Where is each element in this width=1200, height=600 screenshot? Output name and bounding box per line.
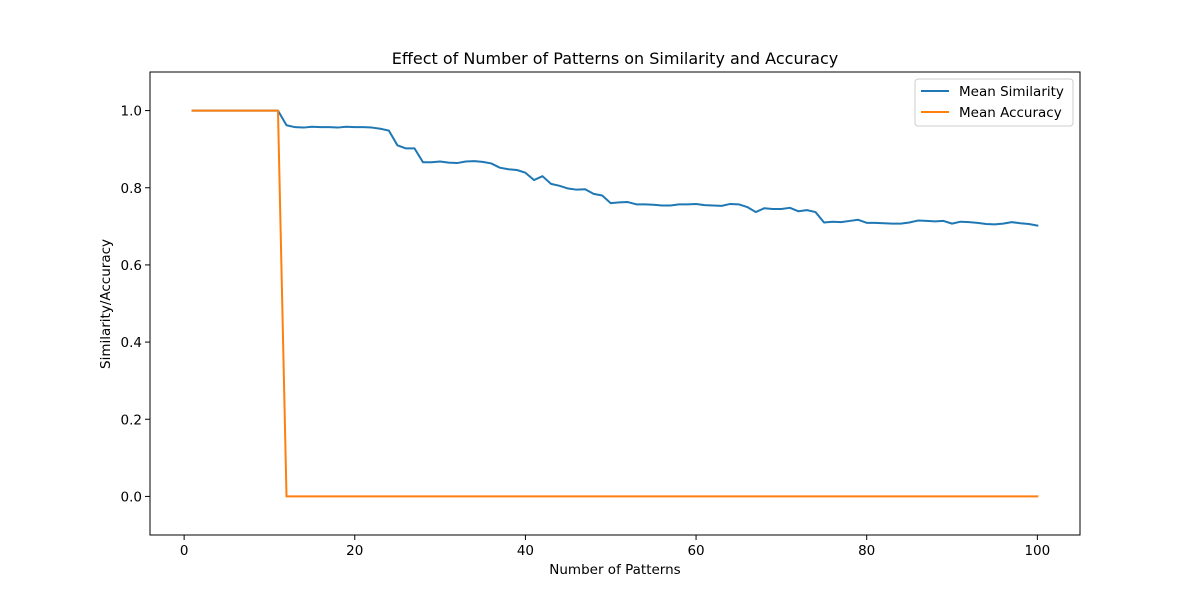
legend-box bbox=[914, 78, 1074, 127]
x-tick-label: 0 bbox=[180, 543, 189, 559]
x-axis: 0 20 40 60 80 100 bbox=[180, 535, 1050, 559]
x-tick-label: 100 bbox=[1024, 543, 1050, 559]
legend-label: Mean Accuracy bbox=[959, 105, 1062, 121]
y-axis: 0.0 0.2 0.4 0.6 0.8 1.0 bbox=[121, 104, 150, 505]
x-tick-label: 80 bbox=[858, 543, 875, 559]
plot-area bbox=[149, 71, 1081, 536]
y-tick-label: 0.0 bbox=[121, 489, 142, 505]
x-tick-label: 60 bbox=[687, 543, 704, 559]
x-tick-label: 40 bbox=[517, 543, 534, 559]
legend-label: Mean Similarity bbox=[959, 84, 1064, 100]
chart-title: Effect of Number of Patterns on Similari… bbox=[392, 49, 838, 68]
y-tick-label: 0.6 bbox=[121, 258, 142, 274]
y-tick-label: 0.4 bbox=[121, 335, 142, 351]
series-line-mean-similarity bbox=[191, 109, 1039, 227]
x-tick-label: 20 bbox=[346, 543, 363, 559]
y-tick-label: 0.2 bbox=[121, 412, 142, 428]
legend: Mean Similarity Mean Accuracy bbox=[914, 78, 1074, 127]
series-line-mean-accuracy bbox=[191, 109, 1039, 498]
x-axis-label: Number of Patterns bbox=[549, 562, 680, 578]
y-tick-label: 1.0 bbox=[121, 104, 142, 120]
y-tick-label: 0.8 bbox=[121, 181, 142, 197]
axes-frame bbox=[149, 71, 1081, 536]
y-axis-label: Similarity/Accuracy bbox=[98, 239, 114, 369]
